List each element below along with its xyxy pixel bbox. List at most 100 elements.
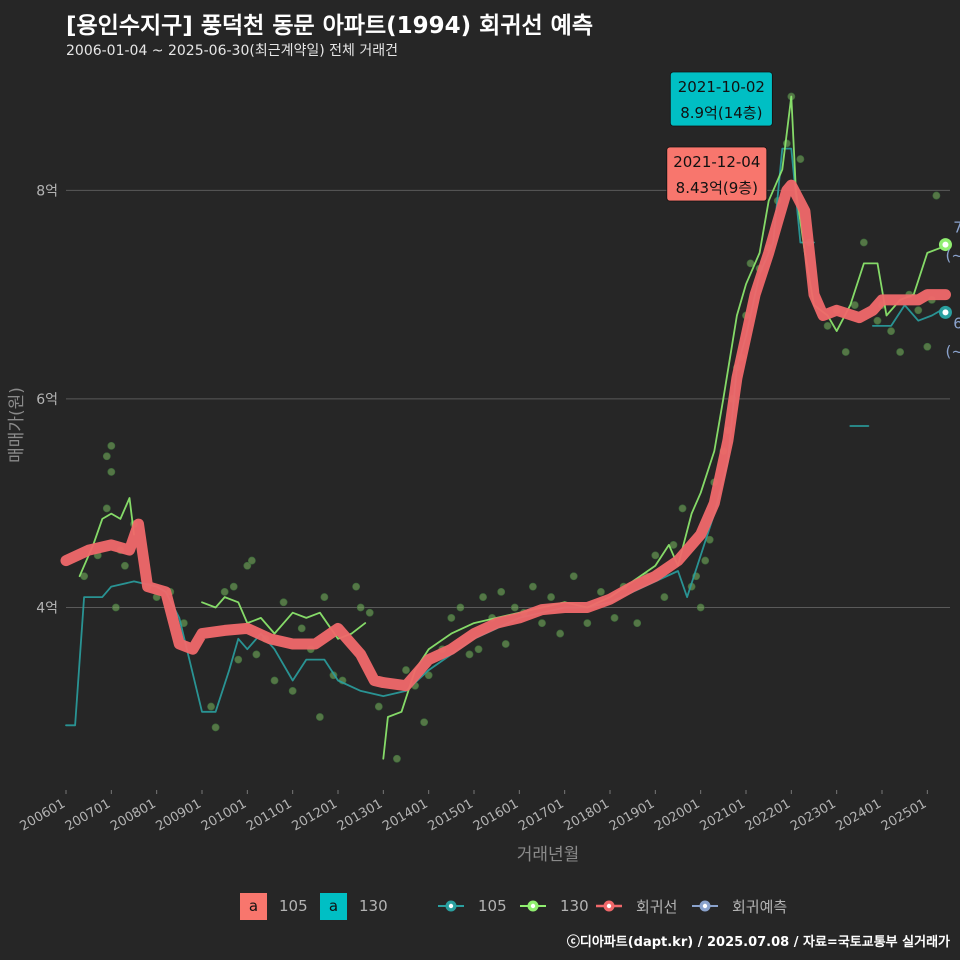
transaction-point <box>873 316 882 325</box>
x-tick-label: 201901 <box>607 796 657 834</box>
x-tick-label: 202401 <box>834 796 884 834</box>
transaction-point <box>932 191 941 200</box>
transaction-point <box>782 139 791 148</box>
footer-credit: ⓒ디아파트(dapt.kr) / 2025.07.08 / 자료=국토교통부 실… <box>566 935 950 950</box>
transaction-point <box>393 754 401 763</box>
transaction-point <box>102 504 111 513</box>
legend-line-130: 130 <box>518 890 589 922</box>
end-label-value: 74,833 <box>953 219 960 237</box>
transaction-point <box>651 551 660 560</box>
end-point-center <box>942 241 949 248</box>
transaction-point <box>220 587 229 596</box>
annotation-price: 8.43억(9층) <box>676 179 758 197</box>
transaction-point <box>288 687 297 695</box>
end-label-note: (~130㎡) <box>946 247 960 265</box>
transaction-point <box>474 645 483 654</box>
x-tick-label: 201701 <box>516 796 566 834</box>
transaction-point <box>447 614 456 622</box>
legend: a 105 a 130 105 130 회귀선 회귀예측 <box>0 890 960 924</box>
transaction-point <box>107 468 116 476</box>
legend-key-105-icon <box>438 900 464 912</box>
transaction-point <box>887 327 895 336</box>
transaction-point <box>556 629 565 638</box>
transaction-point <box>374 702 383 711</box>
transaction-point <box>841 348 850 356</box>
x-tick-label: 202501 <box>879 796 929 834</box>
transaction-point <box>678 504 687 513</box>
x-tick-label: 201801 <box>562 796 612 834</box>
transaction-point <box>420 718 429 727</box>
transaction-point <box>252 650 261 659</box>
transaction-point <box>315 713 324 721</box>
legend-box-130: a 130 <box>320 890 388 922</box>
x-tick-label: 201201 <box>290 796 340 834</box>
legend-line-label: 회귀예측 <box>732 897 788 916</box>
x-tick-label: 201001 <box>199 796 249 834</box>
transaction-point <box>529 582 537 591</box>
y-tick-label: 4억 <box>36 601 58 617</box>
transaction-point <box>923 342 932 351</box>
x-tick-label: 201401 <box>380 796 430 834</box>
transaction-point <box>696 603 705 612</box>
series-line-130 <box>201 596 367 640</box>
transaction-point <box>796 155 805 163</box>
transaction-point <box>914 306 923 315</box>
transaction-point <box>121 561 129 570</box>
transaction-point <box>229 582 238 591</box>
x-tick-label: 201301 <box>335 796 385 834</box>
transaction-point <box>356 603 365 612</box>
transaction-point <box>465 650 474 659</box>
legend-line-105: 105 <box>436 890 507 922</box>
x-tick-label: 201101 <box>244 796 294 834</box>
x-tick-label: 200801 <box>108 796 158 834</box>
legend-key-130-icon <box>520 900 546 912</box>
x-tick-label: 201501 <box>426 796 476 834</box>
x-axis-title: 거래년월 <box>517 845 580 865</box>
transaction-point <box>402 666 410 674</box>
series-line-130 <box>382 95 947 760</box>
end-label-value: 68,314 <box>953 314 960 332</box>
x-tick-label: 200601 <box>18 796 68 834</box>
x-tick-label: 202001 <box>652 796 702 834</box>
legend-key-forecast-icon <box>692 900 718 912</box>
transaction-point <box>111 603 120 612</box>
transaction-point <box>501 640 510 648</box>
transaction-point <box>569 572 578 581</box>
y-axis-title: 매매가(원) <box>7 387 27 463</box>
transaction-point <box>547 593 555 601</box>
transaction-point <box>660 593 669 601</box>
x-tick-label: 201601 <box>471 796 521 834</box>
transaction-point <box>207 702 215 711</box>
transaction-point <box>479 593 487 601</box>
transaction-point <box>320 593 329 601</box>
annotation-box <box>669 71 773 127</box>
transaction-point <box>896 348 905 356</box>
transaction-point <box>701 556 710 565</box>
transaction-point <box>211 723 220 732</box>
legend-line-label: 회귀선 <box>636 897 678 916</box>
transaction-point <box>859 238 868 247</box>
annotation-date: 2021-12-04 <box>673 153 760 171</box>
legend-box-glyph: a <box>320 892 347 920</box>
end-label-note: (~105㎡) <box>946 342 960 360</box>
transaction-point <box>102 452 111 461</box>
annotation-date: 2021-10-02 <box>678 78 765 96</box>
transaction-point <box>610 614 619 622</box>
transaction-point <box>352 582 361 591</box>
legend-key-regression-icon <box>596 900 622 912</box>
transaction-point <box>247 556 256 565</box>
transaction-point <box>270 676 279 685</box>
transaction-point <box>297 624 306 633</box>
legend-box-105: a 105 <box>240 890 308 922</box>
legend-line-label: 105 <box>478 897 507 915</box>
chart-subtitle: 2006-01-04 ~ 2025-06-30(최근계약일) 전체 거래건 <box>66 43 398 59</box>
legend-box-label: 130 <box>359 897 388 915</box>
transaction-point <box>234 655 243 664</box>
legend-box-label: 105 <box>279 897 308 915</box>
transaction-point <box>597 587 605 596</box>
regression-line <box>60 179 951 692</box>
x-tick-label: 200901 <box>154 796 204 834</box>
x-tick-label: 202201 <box>743 796 793 834</box>
transaction-point <box>510 603 519 612</box>
